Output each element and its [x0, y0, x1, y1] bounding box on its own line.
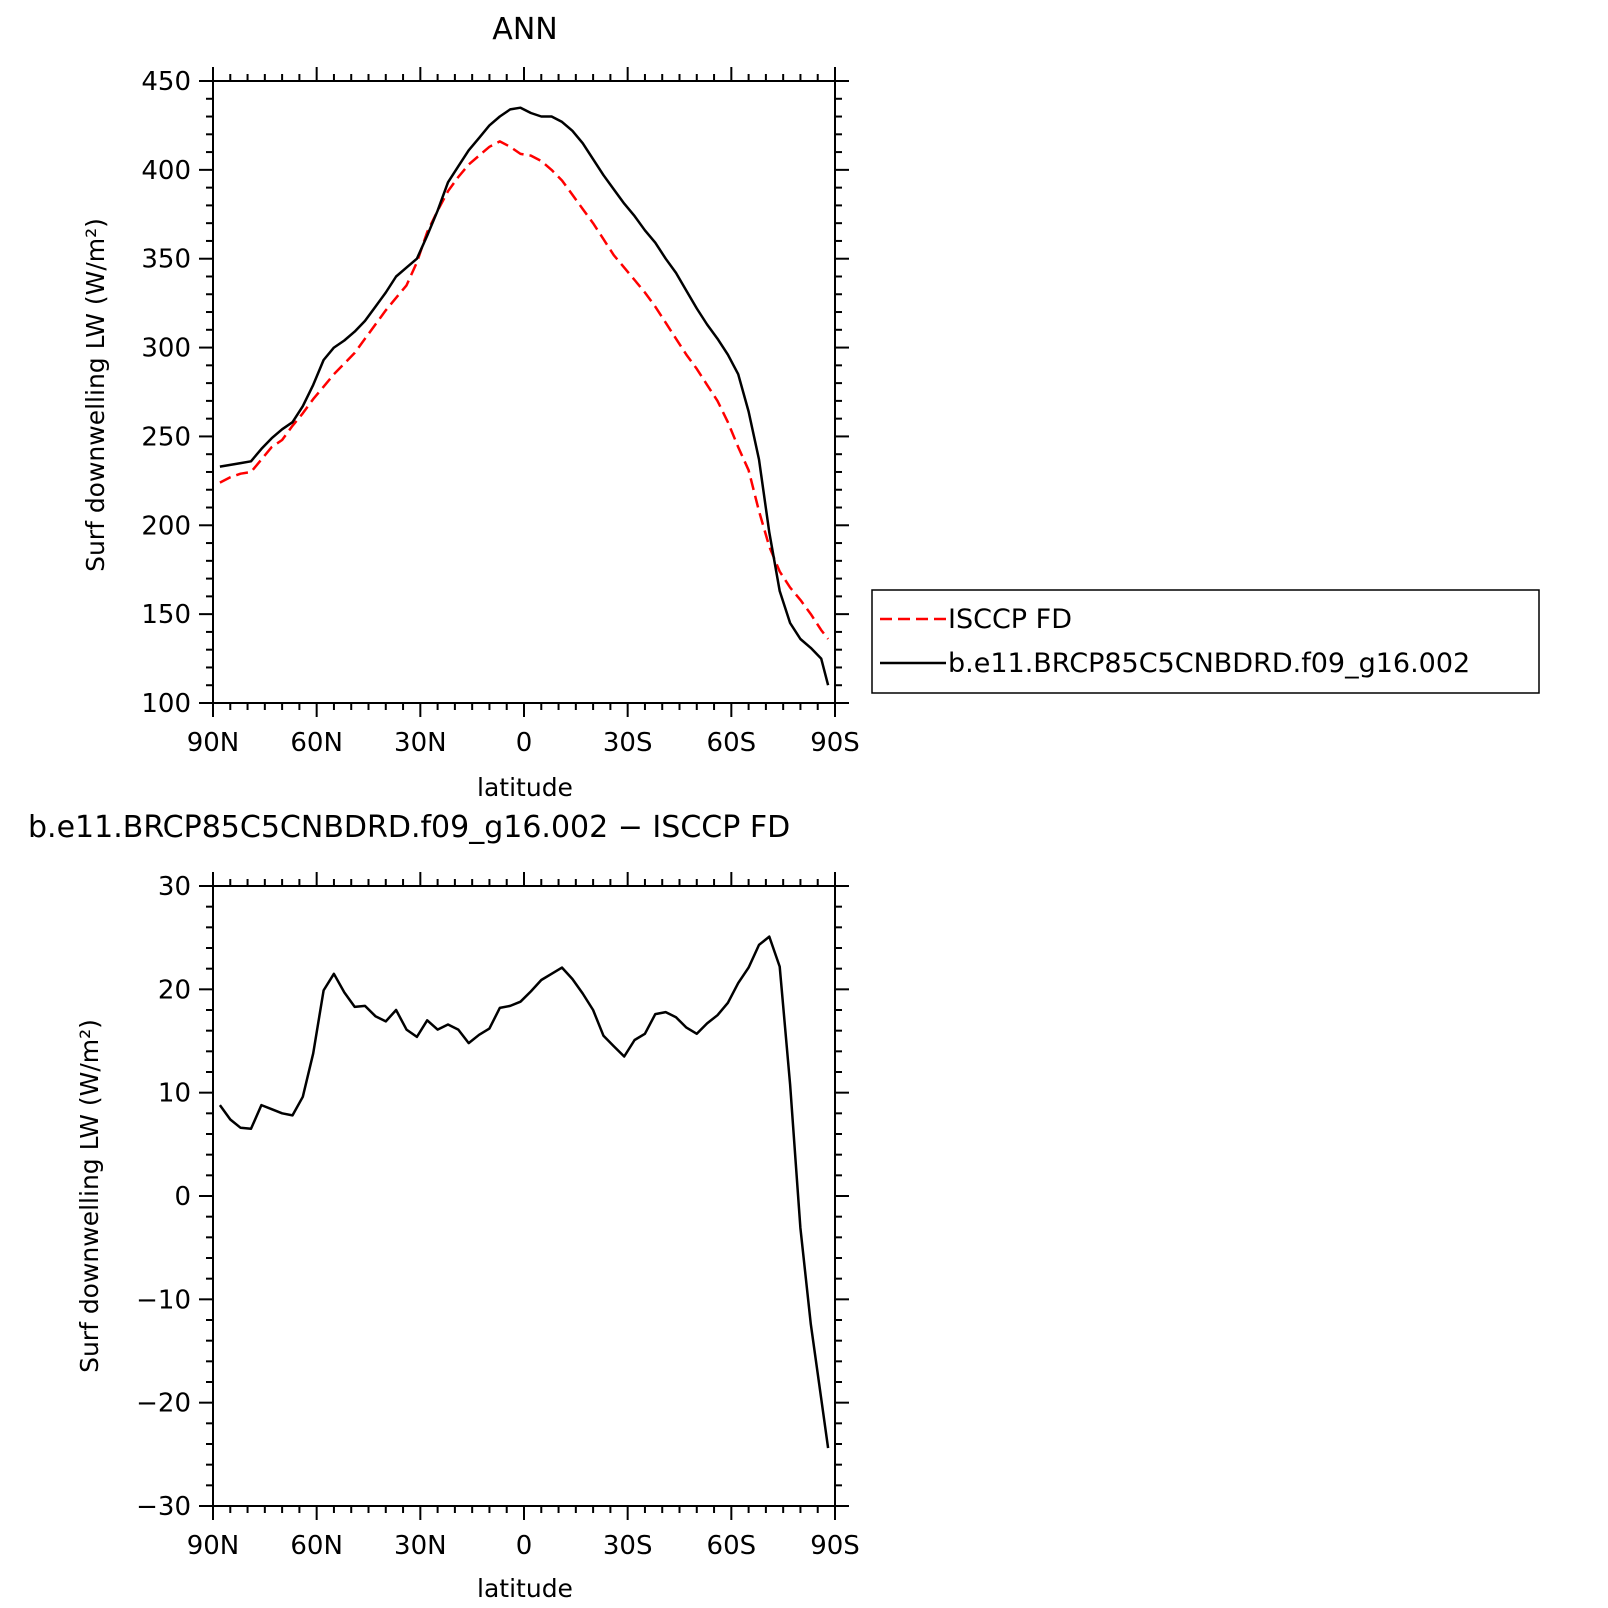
bottom-x-tick-label: 90S: [810, 1531, 860, 1561]
bottom-series-line-1: [218, 935, 830, 1449]
top-x-tick-label: 60N: [290, 728, 343, 758]
bottom-x-tick-label: 90N: [187, 1531, 240, 1561]
bottom-x-axis-title: latitude: [477, 1574, 573, 1603]
legend: ISCCP FD b.e11.BRCP85C5CNBDRD.f09_g16.00…: [871, 589, 1540, 694]
bottom-y-tick-label: 30: [158, 872, 191, 902]
top-series-line-2: [219, 106, 830, 686]
top-y-tick-label: 200: [141, 511, 191, 541]
legend-label-isccp: ISCCP FD: [948, 604, 1072, 635]
top-panel: ANN Surf downwelling LW (W/m²) latitude …: [81, 12, 860, 802]
top-y-axis-title: Surf downwelling LW (W/m²): [81, 218, 110, 572]
bottom-panel: b.e11.BRCP85C5CNBDRD.f09_g16.002 − ISCCP…: [28, 810, 860, 1603]
bottom-y-tick-label: 20: [158, 975, 191, 1005]
top-x-tick-label: 90S: [810, 728, 860, 758]
top-y-tick-label: 250: [141, 422, 191, 452]
bottom-y-tick-label: −20: [136, 1389, 191, 1419]
bottom-panel-title: b.e11.BRCP85C5CNBDRD.f09_g16.002 − ISCCP…: [28, 810, 790, 845]
top-y-tick-label: 400: [141, 156, 191, 186]
top-panel-title: ANN: [492, 12, 557, 47]
bottom-x-tick-label: 60S: [707, 1531, 757, 1561]
bottom-y-axis-title: Surf downwelling LW (W/m²): [75, 1019, 104, 1373]
top-x-axis-title: latitude: [477, 773, 573, 802]
top-x-tick-label: 0: [516, 728, 533, 758]
bottom-y-tick-label: 10: [158, 1079, 191, 1109]
top-y-tick-label: 350: [141, 245, 191, 275]
bottom-y-tick-label: −10: [136, 1285, 191, 1315]
bottom-y-tick-label: −30: [136, 1492, 191, 1522]
top-y-tick-label: 150: [141, 600, 191, 630]
top-axes-layer: 90N 60N 30N 0 30S 60S 90S 100 150 200 250 300 350 400…: [141, 67, 860, 758]
bottom-plot-frame: [212, 885, 836, 1507]
bottom-x-tick-label: 60N: [290, 1531, 343, 1561]
top-y-tick-label: 300: [141, 334, 191, 364]
top-y-tick-label: 450: [141, 67, 191, 97]
bottom-x-tick-label: 30S: [603, 1531, 653, 1561]
legend-label-model: b.e11.BRCP85C5CNBDRD.f09_g16.002: [948, 648, 1470, 679]
top-x-tick-label: 30S: [603, 728, 653, 758]
top-series-layer: [219, 106, 830, 686]
top-x-tick-label: 60S: [707, 728, 757, 758]
top-y-tick-label: 100: [141, 689, 191, 719]
bottom-series-layer: [218, 935, 830, 1449]
legend-box: [871, 589, 1540, 694]
bottom-y-tick-label: 0: [174, 1182, 191, 1212]
top-x-tick-label: 90N: [187, 728, 240, 758]
bottom-axes-layer: 90N 60N 30N 0 30S 60S 90S −30 −20 −10 0 10 20 30: [136, 872, 860, 1561]
bottom-x-tick-label: 30N: [394, 1531, 447, 1561]
bottom-x-tick-label: 0: [516, 1531, 533, 1561]
top-plot-frame: [212, 80, 836, 704]
top-x-tick-label: 30N: [394, 728, 447, 758]
